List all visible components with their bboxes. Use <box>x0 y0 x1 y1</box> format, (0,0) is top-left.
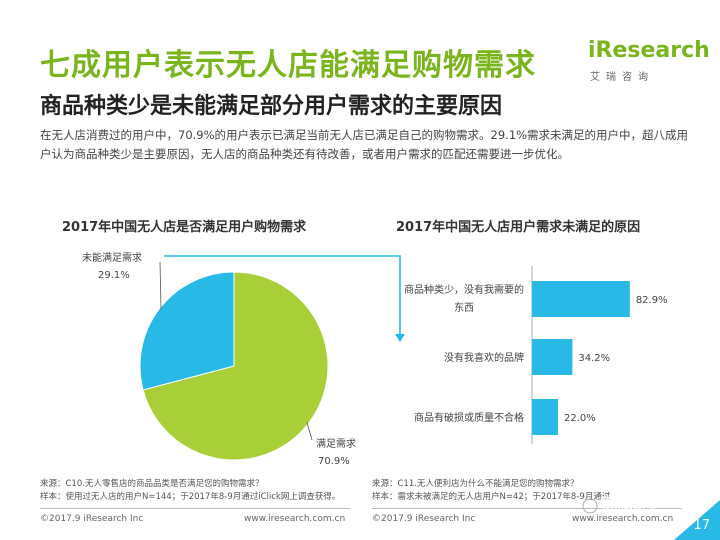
pie-label-0: 满足需求 <box>316 438 356 450</box>
bar-0 <box>532 281 630 317</box>
bar-category-label-1: 没有我喜欢的品牌 <box>444 351 524 364</box>
watermark-icon <box>582 498 598 514</box>
source-right-line2: 样本：需求未被满足的无人店用户N=42；于2017年8-9月通过 <box>372 492 611 502</box>
footer-divider-right <box>372 508 682 509</box>
pie-leader-line-1 <box>159 261 162 310</box>
iresearch-logo: iResearch 艾瑞咨询 <box>588 34 710 84</box>
source-left-line2: 样本：使用过无人店的用户N=144；于2017年8-9月通过iClick网上调查… <box>40 492 341 502</box>
bar-value-label-2: 22.0% <box>564 413 596 424</box>
pie-chart-title: 2017年中国无人店是否满足用户购物需求 <box>62 220 307 235</box>
pie-slice-0 <box>142 271 329 461</box>
page-title: 七成用户表示无人店能满足购物需求 <box>40 48 536 83</box>
bar-category-label-0a: 商品种类少，没有我需要的 <box>404 283 524 296</box>
connector-arrow <box>395 334 405 342</box>
pie-slice-1 <box>139 271 235 391</box>
logo-cn-text: 艾瑞咨询 <box>590 72 654 83</box>
footer-url-left: www.iresearch.com.cn <box>244 514 346 524</box>
page-number-badge: 17 <box>674 500 720 540</box>
page-subtitle: 商品种类少是未能满足部分用户需求的主要原因 <box>40 94 503 119</box>
bar-value-label-0: 82.9% <box>636 295 668 306</box>
pie-leader-line-0 <box>306 422 313 441</box>
bar-value-label-1: 34.2% <box>578 353 610 364</box>
connector-line <box>164 255 401 336</box>
page-corner-shape <box>674 500 720 540</box>
pie-value-label-1: 29.1% <box>98 270 130 281</box>
bar-chart-title: 2017年中国无人店用户需求未满足的原因 <box>396 220 641 235</box>
description-text: 在无人店消费过的用户中，70.9%的用户表示已满足当前无人店已满足自己的购物需求… <box>40 128 689 161</box>
bar-category-label-2: 商品有破损或质量不合格 <box>414 411 524 424</box>
footer-divider-left <box>40 508 350 509</box>
watermark-text: 物流指闻 <box>600 497 656 513</box>
footer-copyright-right: ©2017.9 iResearch Inc <box>372 514 476 524</box>
pie-label-1: 未能满足需求 <box>82 251 142 264</box>
source-right-line1: 来源：C11.无人便利店为什么不能满足您的购物需求？ <box>372 479 579 489</box>
page-number: 17 <box>693 518 710 533</box>
bar-category-label-0b: 东西 <box>454 301 474 314</box>
bar-1 <box>532 339 573 375</box>
bar-2 <box>532 399 558 435</box>
footer-copyright-left: ©2017.9 iResearch Inc <box>40 514 144 524</box>
footer-url-right: www.iresearch.com.cn <box>572 514 674 524</box>
pie-value-label-0: 70.9% <box>318 456 350 467</box>
logo-text: iResearch <box>588 38 710 63</box>
source-left-line1: 来源：C10.无人零售店的商品品类是否满足您的购物需求？ <box>40 479 264 489</box>
